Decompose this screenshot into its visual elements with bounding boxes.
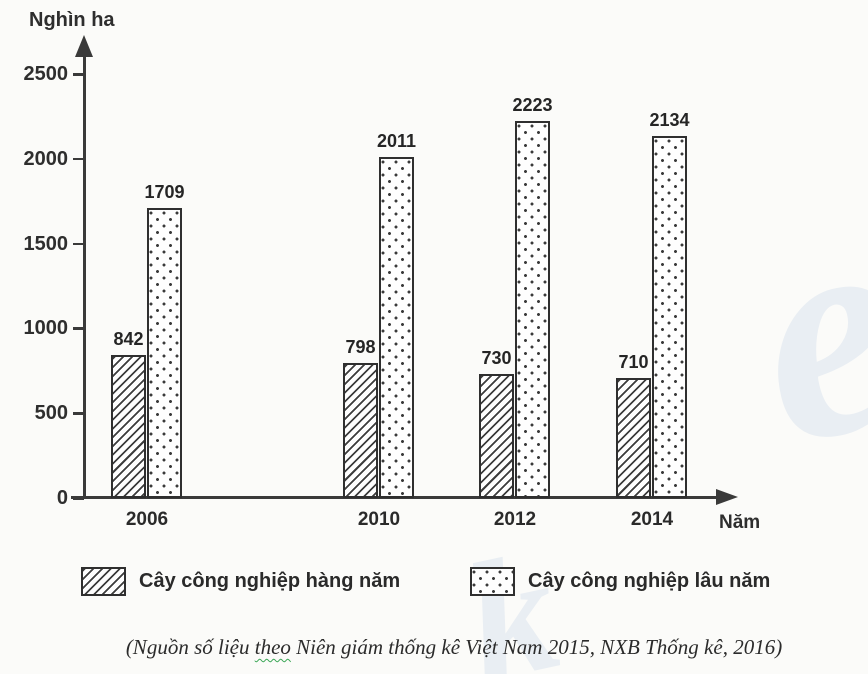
source-note-suffix: Niên giám thống kê Việt Nam 2015, NXB Th… — [290, 635, 783, 659]
x-tick-label-2006: 2006 — [125, 509, 169, 530]
bar-value-label: 2223 — [512, 95, 553, 115]
bar-2010-series1 — [379, 157, 414, 498]
y-tick-mark — [73, 497, 84, 500]
x-tick-label-2014: 2014 — [630, 509, 674, 530]
plot-area: 0 500 1000 1500 2000 2500 842 798 730 710 1709 2011… — [0, 63, 868, 509]
source-note: (Nguồn số liệu theo Niên giám thống kê V… — [40, 635, 868, 660]
y-tick-mark — [73, 73, 84, 76]
bar-value-label: 2134 — [649, 110, 690, 130]
bar-2012-series0 — [479, 374, 514, 498]
legend-swatch-diagonal-hatch — [81, 567, 126, 596]
x-tick-label-2012: 2012 — [493, 509, 537, 530]
bar-2014-series1 — [652, 136, 687, 498]
y-tick-label: 0 — [56, 487, 68, 509]
y-tick-label: 2000 — [23, 147, 69, 170]
bar-2010-series0 — [343, 363, 378, 498]
bar-value-label: 798 — [345, 337, 376, 357]
source-note-spellchecked-word: theo — [254, 635, 291, 659]
legend-swatch-dots — [470, 567, 515, 596]
x-axis-arrow-icon — [716, 489, 738, 505]
bar-2006-series1 — [147, 208, 182, 498]
bar-value-label: 730 — [481, 348, 512, 368]
y-tick-label: 500 — [34, 402, 68, 425]
legend-label-series1: Cây công nghiệp lâu năm — [528, 570, 771, 592]
y-tick-mark — [73, 412, 84, 415]
x-tick-label-2010: 2010 — [357, 509, 401, 530]
bar-value-label: 1709 — [144, 182, 185, 202]
bar-value-label: 710 — [618, 352, 649, 372]
bar-value-label: 842 — [113, 329, 144, 349]
y-tick-mark — [73, 157, 84, 161]
y-tick-label: 2500 — [23, 63, 69, 85]
bar-2012-series1 — [515, 121, 550, 498]
y-tick-mark — [73, 327, 84, 330]
source-note-prefix: (Nguồn số liệu — [125, 635, 255, 659]
bar-2014-series0 — [616, 378, 651, 498]
bar-2006-series0 — [111, 355, 146, 498]
y-tick-label: 1000 — [23, 317, 69, 340]
legend-label-series0: Cây công nghiệp hàng năm — [139, 570, 401, 592]
x-axis-title: Năm — [719, 512, 761, 533]
bar-value-label: 2011 — [376, 131, 417, 151]
y-tick-mark — [73, 242, 84, 246]
y-axis-title: Nghìn ha — [29, 9, 115, 31]
y-tick-label: 1500 — [23, 232, 69, 255]
y-axis-line — [83, 40, 86, 499]
